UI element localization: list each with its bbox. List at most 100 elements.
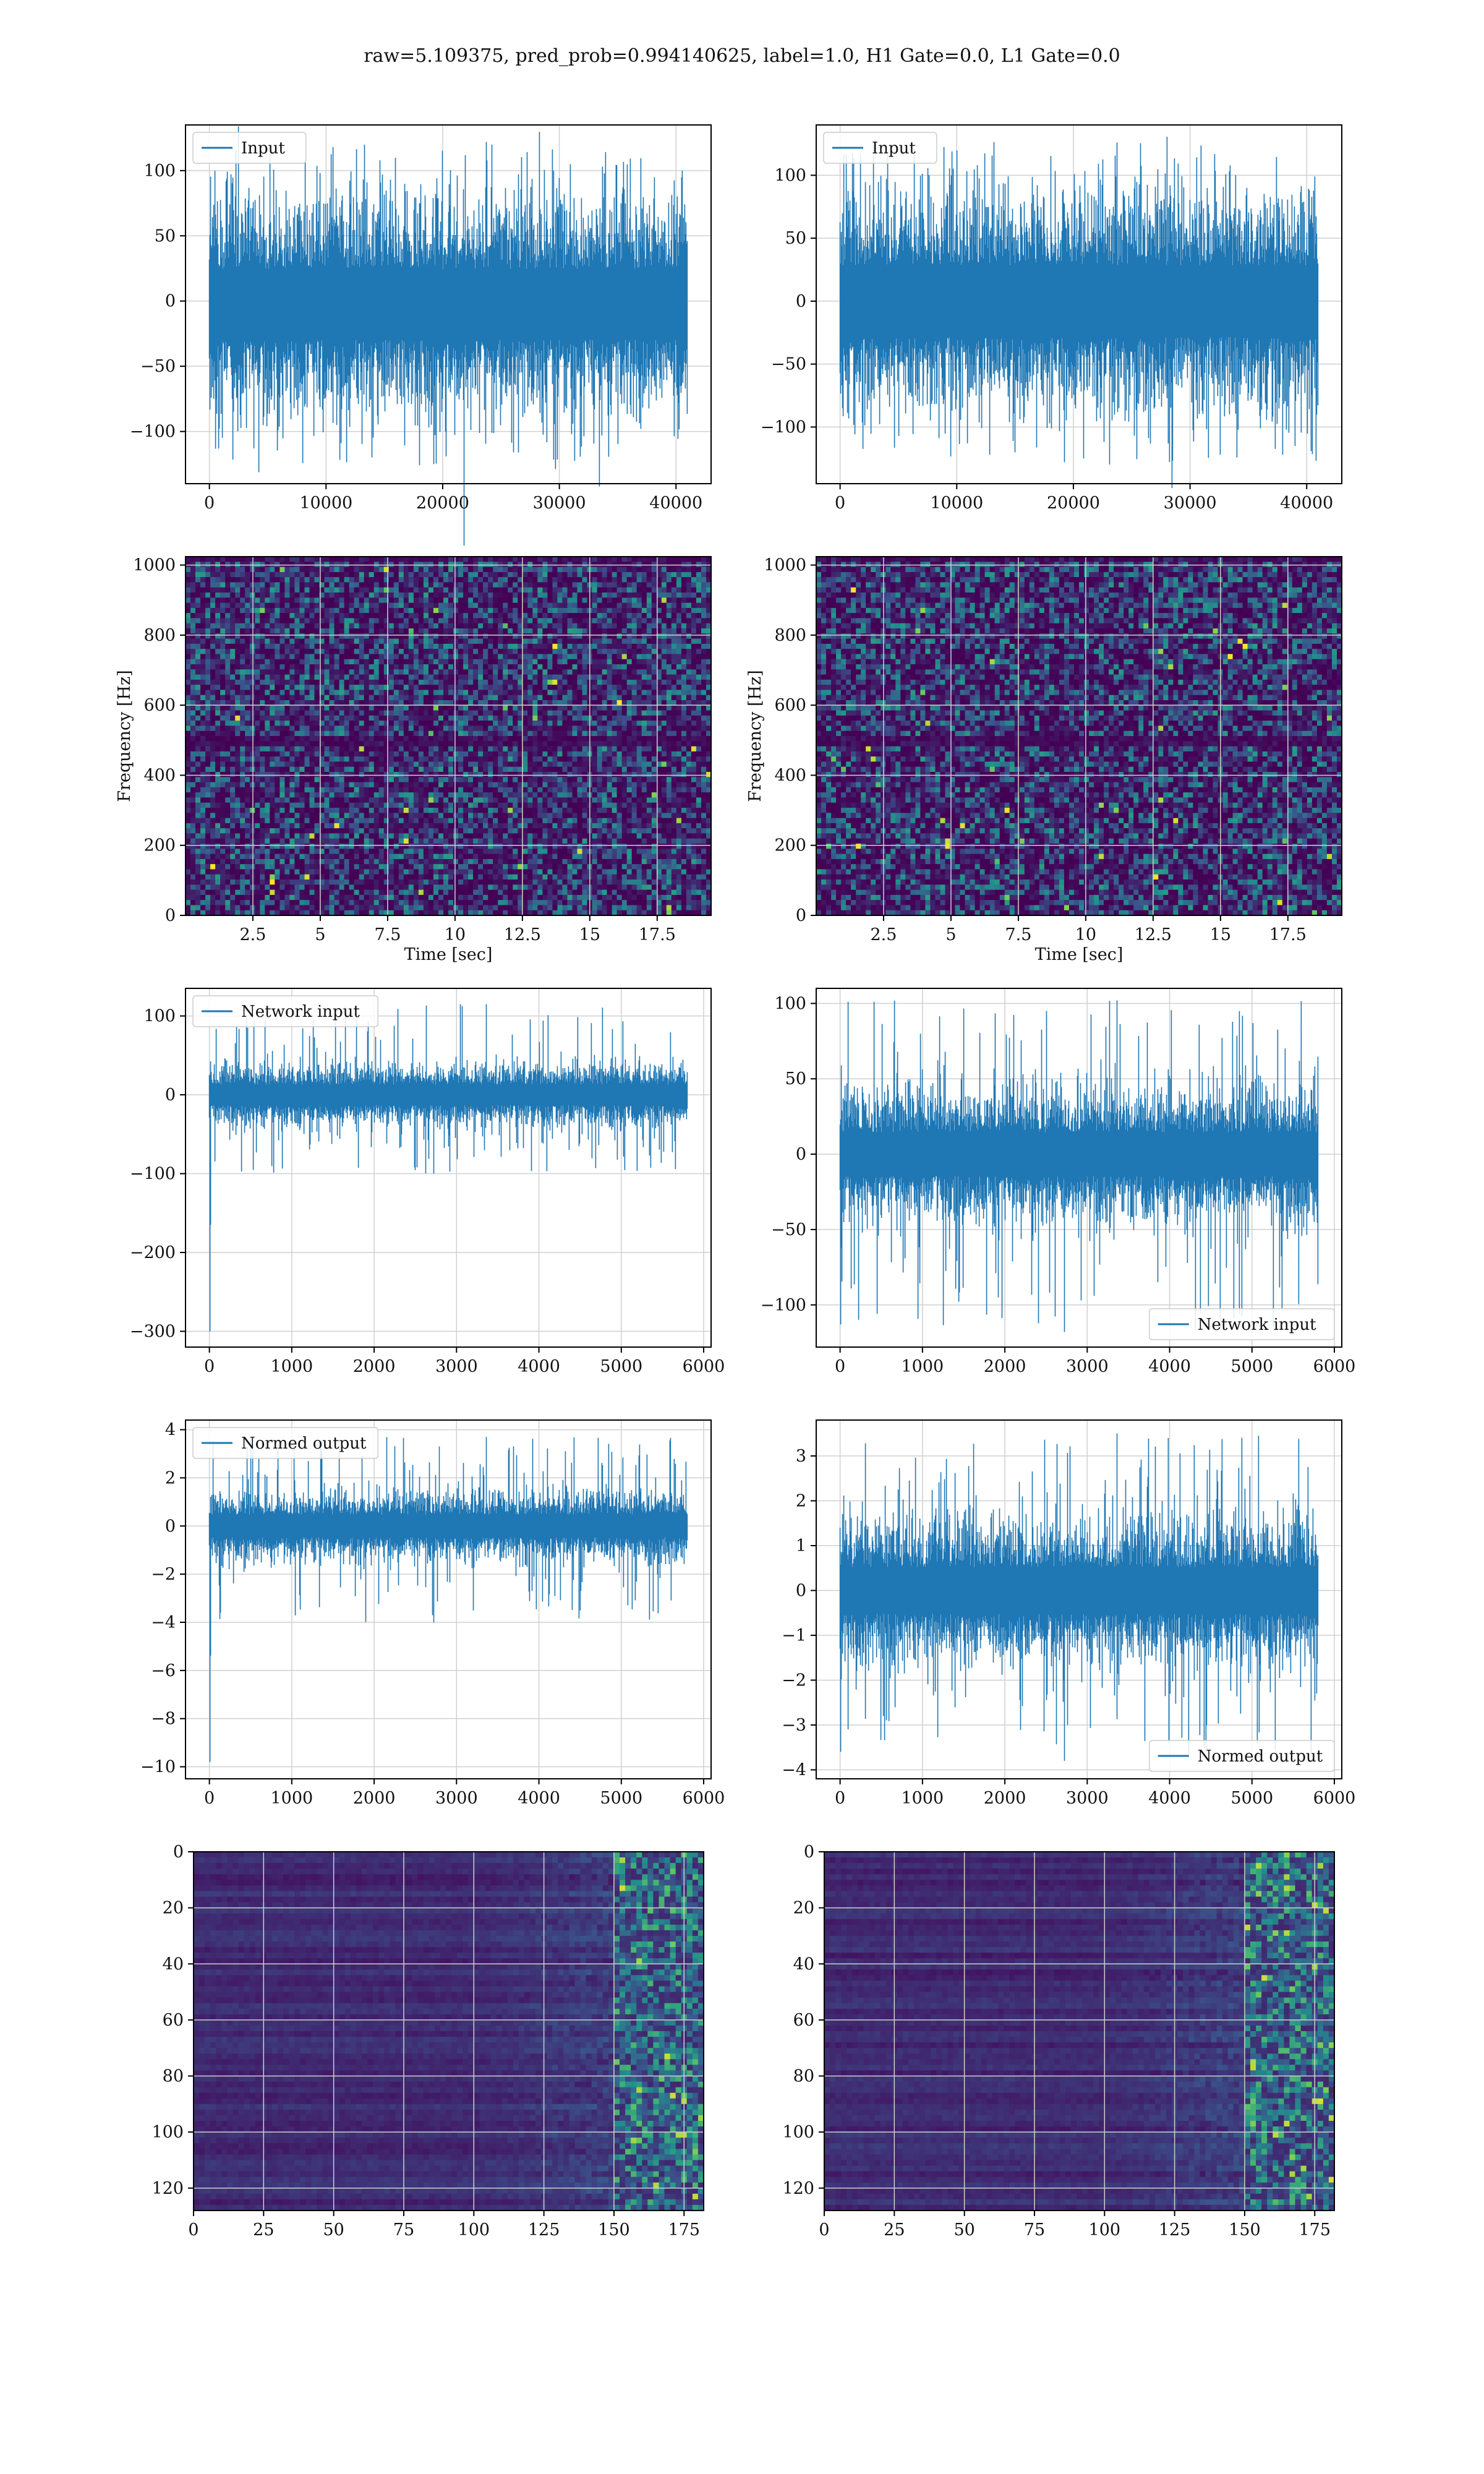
spectrogram-cell — [245, 705, 250, 711]
spectrogram-cell — [349, 787, 355, 793]
spectrogram-cell — [364, 869, 370, 875]
spectrogram-cell — [210, 859, 216, 865]
spectrogram-cell — [305, 777, 310, 782]
spectrogram-cell — [289, 608, 295, 614]
spectrogram-cell — [195, 756, 201, 762]
spectrogram-cell — [364, 803, 370, 808]
spectrogram-cell — [468, 875, 474, 880]
spectrogram-cell — [399, 828, 404, 834]
spectrogram-cell — [195, 726, 201, 731]
spectrogram-cell — [299, 890, 305, 896]
spectrogram-cell — [448, 736, 454, 742]
spectrogram-cell — [448, 756, 454, 762]
spectrogram-cell — [374, 731, 380, 737]
spectrogram-cell — [468, 711, 474, 716]
spectrogram-cell — [374, 787, 380, 793]
spectrogram-cell — [429, 716, 434, 721]
spectrogram-cell — [294, 797, 300, 803]
spectrogram-cell — [200, 777, 206, 782]
spectrogram-cell — [513, 731, 518, 737]
spectrogram-cell — [260, 572, 265, 578]
spectrogram-cell — [325, 593, 330, 598]
spectrogram-cell — [294, 593, 300, 598]
spectrogram-cell — [275, 844, 280, 849]
spectrogram-cell — [200, 613, 206, 618]
spectrogram-cell — [369, 864, 375, 870]
spectrogram-cell — [488, 756, 493, 762]
spectrogram-cell — [394, 751, 399, 757]
spectrogram-cell — [473, 875, 479, 880]
spectrogram-cell — [424, 695, 429, 701]
spectrogram-cell — [255, 557, 260, 562]
spectrogram-cell — [260, 859, 265, 865]
spectrogram-cell — [339, 572, 345, 578]
spectrogram-cell — [429, 890, 434, 896]
spectrogram-cell — [200, 669, 206, 675]
spectrogram-cell — [284, 818, 290, 824]
spectrogram-cell — [339, 628, 345, 634]
spectrogram-cell — [299, 690, 305, 695]
spectrogram-cell — [379, 685, 385, 690]
spectrogram-cell — [200, 797, 206, 803]
spectrogram-cell — [424, 869, 429, 875]
spectrogram-cell — [200, 859, 206, 865]
spectrogram-cell — [493, 859, 498, 865]
spectrogram-cell — [404, 731, 409, 737]
spectrogram-cell — [275, 880, 280, 885]
spectrogram-cell — [453, 797, 459, 803]
spectrogram-cell — [270, 628, 275, 634]
spectrogram-cell — [399, 900, 404, 905]
spectrogram-cell — [299, 603, 305, 609]
spectrogram-cell — [275, 618, 280, 623]
spectrogram-cell — [488, 895, 493, 901]
spectrogram-cell — [255, 623, 260, 629]
spectrogram-cell — [284, 675, 290, 680]
spectrogram-cell — [443, 803, 449, 808]
spectrogram-cell — [289, 597, 295, 603]
spectrogram-cell — [399, 787, 404, 793]
spectrogram-cell — [503, 849, 508, 854]
spectrogram-cell — [379, 747, 385, 752]
spectrogram-cell — [468, 649, 474, 654]
spectrogram-cell — [433, 603, 439, 609]
spectrogram-cell — [289, 818, 295, 824]
spectrogram-cell — [205, 875, 211, 880]
spectrogram-cell — [503, 880, 508, 885]
spectrogram-cell — [255, 884, 260, 890]
spectrogram-cell — [265, 577, 270, 583]
spectrogram-cell — [493, 792, 498, 798]
spectrogram-cell — [330, 669, 335, 675]
spectrogram-cell — [260, 588, 265, 593]
spectrogram-cell — [354, 644, 360, 649]
spectrogram-cell — [255, 797, 260, 803]
spectrogram-cell — [279, 890, 285, 896]
spectrogram-cell — [488, 695, 493, 701]
spectrogram-cell — [186, 593, 191, 598]
spectrogram-cell — [359, 767, 365, 773]
spectrogram-cell — [488, 618, 493, 623]
spectrogram-cell — [453, 669, 459, 675]
spectrogram-cell — [205, 613, 211, 618]
spectrogram-cell — [438, 833, 444, 839]
spectrogram-cell — [384, 608, 390, 614]
spectrogram-cell — [354, 741, 360, 747]
spectrogram-cell — [349, 557, 355, 562]
spectrogram-cell — [458, 562, 464, 567]
spectrogram-cell — [349, 747, 355, 752]
spectrogram-cell — [364, 603, 370, 609]
spectrogram-cell — [210, 726, 216, 731]
spectrogram-cell — [399, 751, 404, 757]
spectrogram-cell — [453, 818, 459, 824]
spectrogram-cell — [468, 608, 474, 614]
spectrogram-cell — [443, 659, 449, 665]
spectrogram-cell — [483, 705, 488, 711]
spectrogram-cell — [463, 588, 469, 593]
spectrogram-cell — [190, 695, 196, 701]
spectrogram-cell — [344, 603, 350, 609]
spectrogram-cell — [503, 905, 508, 910]
spectrogram-cell — [369, 603, 375, 609]
spectrogram-cell — [210, 593, 216, 598]
spectrogram-cell — [210, 782, 216, 788]
spectrogram-cell — [438, 905, 444, 910]
spectrogram-cell — [463, 603, 469, 609]
